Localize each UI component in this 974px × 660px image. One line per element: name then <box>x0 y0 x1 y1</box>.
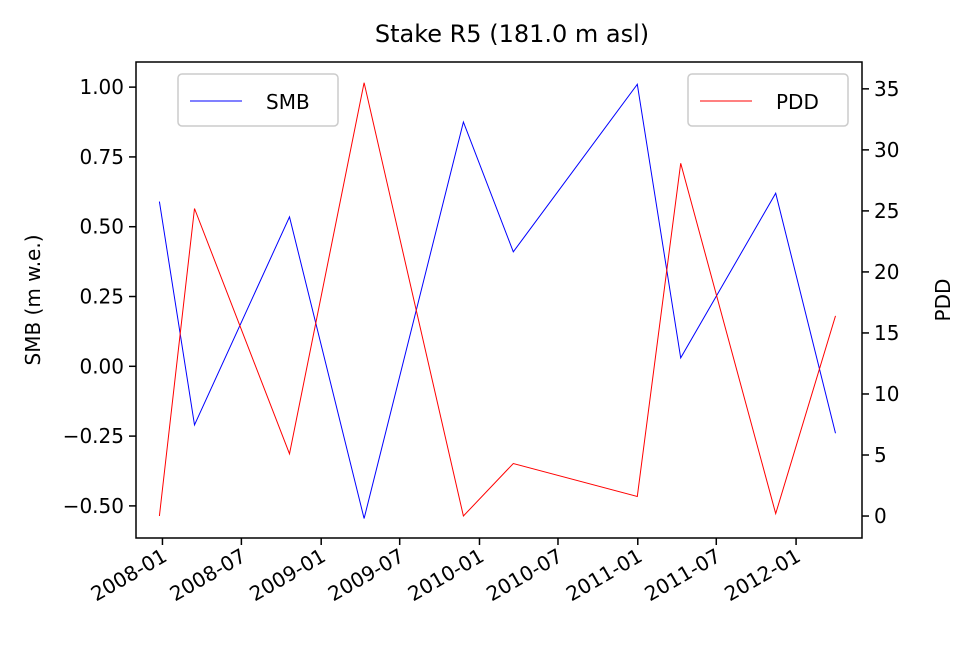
y2-tick-label: 10 <box>874 382 899 406</box>
x-tick-label: 2011-01 <box>562 544 646 607</box>
y2-tick-label: 15 <box>874 321 899 345</box>
y-tick-label: 0.50 <box>79 215 124 239</box>
legend-label-smb: SMB <box>266 90 310 114</box>
x-tick-label: 2008-07 <box>166 544 250 607</box>
plot-frame <box>135 61 863 539</box>
right-axis: 35 30 25 20 15 10 5 0 <box>862 77 899 528</box>
x-tick-label: 2009-01 <box>245 544 329 607</box>
y-tick-label: 0.75 <box>79 145 124 169</box>
y2-tick-label: 30 <box>874 138 899 162</box>
y-tick-label: −0.50 <box>63 494 124 518</box>
y2-tick-label: 35 <box>874 77 899 101</box>
legend-smb: SMB <box>177 73 339 127</box>
legend-label-pdd: PDD <box>776 90 819 114</box>
x-tick-label: 2012-01 <box>720 544 804 607</box>
y-tick-label: 1.00 <box>79 75 124 99</box>
x-tick-label: 2010-01 <box>404 544 488 607</box>
y2-tick-label: 25 <box>874 199 899 223</box>
y-axis-label: SMB (m w.e.) <box>21 234 45 365</box>
y2-tick-label: 0 <box>874 504 887 528</box>
x-tick-label: 2010-07 <box>482 544 566 607</box>
y2-tick-label: 20 <box>874 260 899 284</box>
y2-axis-label: PDD <box>931 279 955 322</box>
y-tick-label: −0.25 <box>63 424 124 448</box>
legend-box-smb <box>177 73 339 127</box>
y-tick-label: 0.25 <box>79 285 124 309</box>
series-line-smb <box>158 83 836 519</box>
x-axis: 2008-012008-072009-012009-072010-012010-… <box>87 538 805 606</box>
series-line-pdd <box>158 82 836 518</box>
y-tick-label: 0.00 <box>79 354 124 378</box>
left-axis: 1.00 0.75 0.50 0.25 0.00 −0.25 −0.50 <box>63 75 136 518</box>
legend-pdd: PDD <box>687 73 849 127</box>
x-tick-label: 2011-07 <box>640 544 724 607</box>
legend-box-pdd <box>687 73 849 127</box>
chart-title: Stake R5 (181.0 m asl) <box>375 20 649 48</box>
plot-lines <box>158 82 836 519</box>
x-tick-label: 2008-01 <box>87 544 171 607</box>
x-tick-label: 2009-07 <box>324 544 408 607</box>
y2-tick-label: 5 <box>874 443 887 467</box>
